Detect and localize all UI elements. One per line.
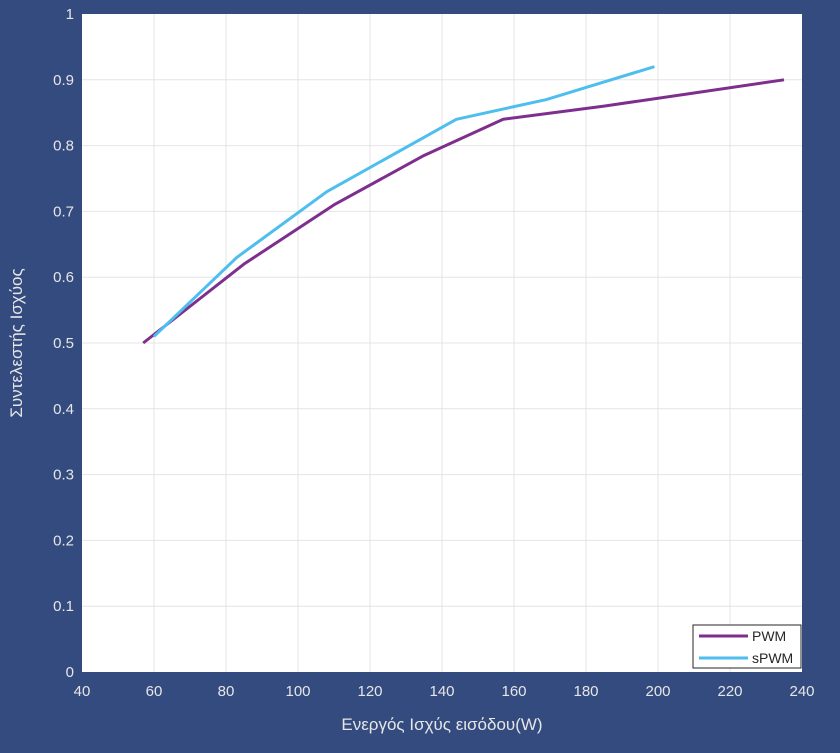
y-tick-label: 0.7 bbox=[53, 203, 74, 220]
y-tick-label: 0.8 bbox=[53, 138, 74, 155]
x-tick-label: 220 bbox=[717, 683, 742, 700]
x-tick-label: 180 bbox=[573, 683, 598, 700]
x-tick-label: 40 bbox=[74, 683, 91, 700]
y-tick-label: 0.3 bbox=[53, 467, 74, 484]
x-tick-label: 80 bbox=[218, 683, 235, 700]
x-tick-label: 240 bbox=[789, 683, 814, 700]
x-tick-label: 140 bbox=[429, 683, 454, 700]
x-axis-label: Ενεργός Ισχύς εισόδου(W) bbox=[341, 715, 542, 734]
y-tick-label: 0.1 bbox=[53, 598, 74, 615]
y-tick-label: 0.9 bbox=[53, 72, 74, 89]
y-tick-label: 1 bbox=[66, 6, 74, 23]
ticks: 40 60 80 100 120 140 160 180 200 220 240 0 0.1 0.2 0.3… bbox=[53, 6, 814, 700]
y-tick-label: 0.5 bbox=[53, 335, 74, 352]
x-tick-label: 200 bbox=[645, 683, 670, 700]
x-tick-label: 120 bbox=[357, 683, 382, 700]
y-tick-label: 0.2 bbox=[53, 532, 74, 549]
y-tick-label: 0.6 bbox=[53, 269, 74, 286]
series-line-pwm bbox=[142, 78, 785, 345]
y-tick-label: 0 bbox=[66, 664, 74, 681]
y-axis-label: Συντελεστής Ισχύος bbox=[7, 268, 26, 417]
x-tick-label: 60 bbox=[146, 683, 163, 700]
y-tick-label: 0.4 bbox=[53, 401, 74, 418]
grid bbox=[82, 14, 802, 672]
legend-box bbox=[692, 624, 802, 669]
x-tick-label: 160 bbox=[501, 683, 526, 700]
legend-label-pwm: PWM bbox=[752, 628, 786, 644]
series-line-spwm bbox=[152, 65, 655, 338]
x-tick-label: 100 bbox=[285, 683, 310, 700]
legend: PWM sPWM bbox=[692, 624, 802, 669]
series bbox=[142, 65, 785, 345]
legend-label-spwm: sPWM bbox=[752, 650, 793, 666]
